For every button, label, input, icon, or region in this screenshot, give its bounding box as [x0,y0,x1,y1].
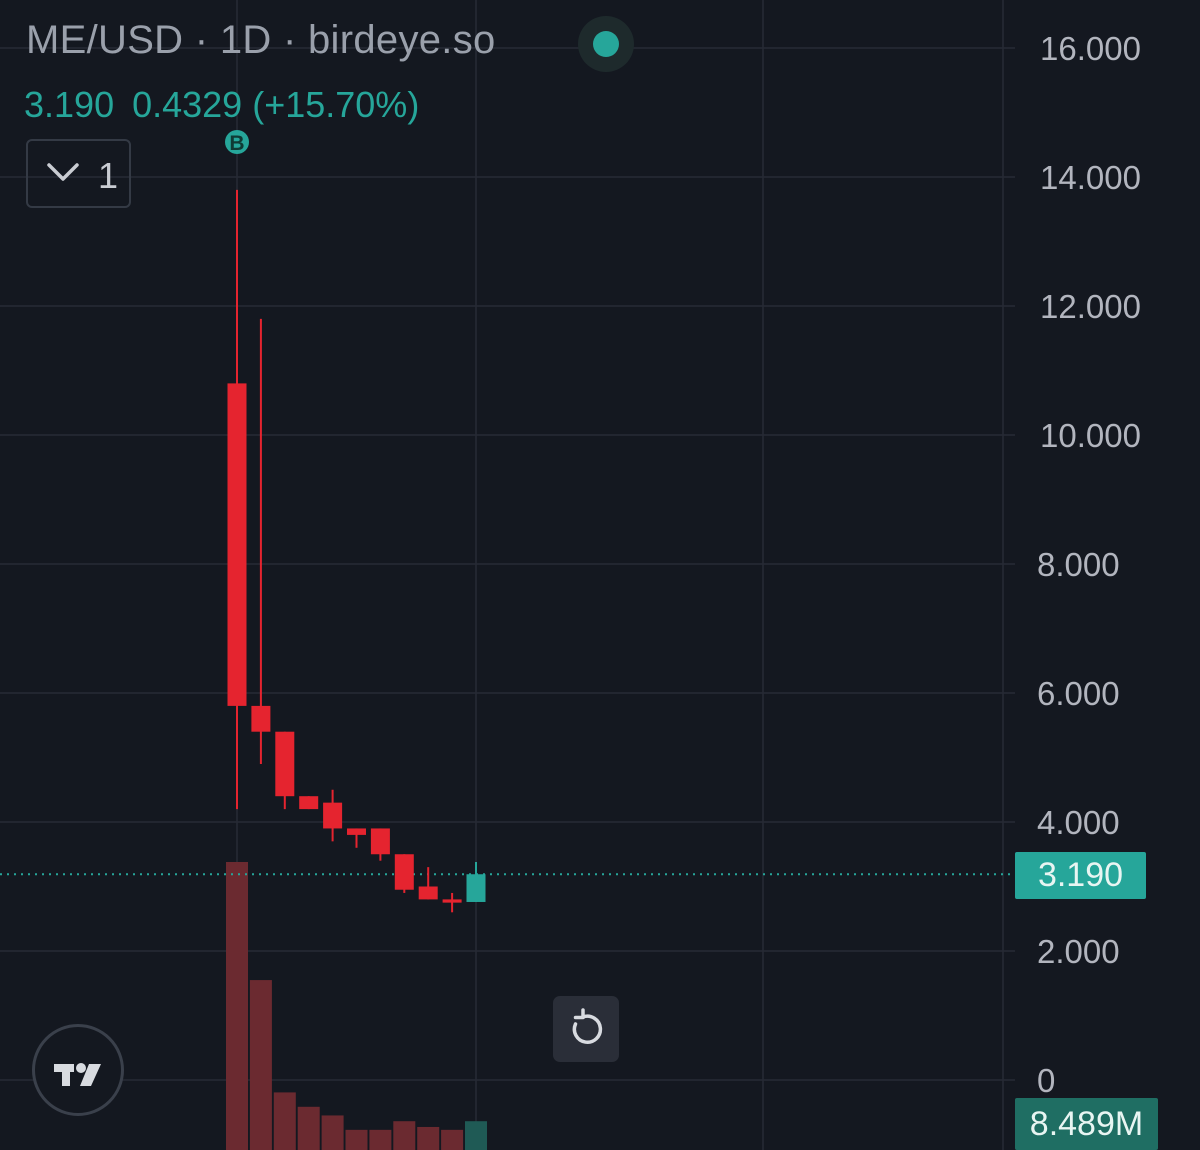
reset-chart-icon [572,1008,603,1044]
ohlc-values: 3.190 0.4329 (+15.70%) [24,84,419,126]
candle-body [275,731,295,797]
y-axis-tick-label: 4.000 [1037,804,1120,841]
volume-bar [417,1126,440,1150]
y-axis-tick-label: 10.000 [1040,417,1141,454]
buy-marker-icon [225,130,249,154]
candle-body [394,854,414,890]
y-axis-tick-label: 0 [1037,1062,1055,1099]
tradingview-logo-icon[interactable] [32,1024,124,1116]
candle-body [251,705,271,732]
candle-body [370,828,390,855]
candle-body [299,796,319,810]
volume-bar [226,862,248,1150]
candle-body [347,828,366,835]
candle-body [442,899,462,903]
status-dot-icon [593,31,619,57]
volume-bar [321,1115,344,1150]
symbol-title[interactable]: ME/USD · 1D · birdeye.so [26,18,496,62]
y-axis-tick-label: 12.000 [1040,288,1141,325]
chevron-down-icon [47,163,79,181]
volume-bar [249,980,272,1150]
y-axis-tick-label: 2.000 [1037,933,1120,970]
y-axis-tick-label: 6.000 [1037,675,1120,712]
y-axis-tick-label: 8.000 [1037,546,1120,583]
volume-bar [441,1129,464,1150]
price-change-value: 0.4329 (+15.70%) [132,84,420,125]
y-axis-tick-label: 14.000 [1040,159,1141,196]
last-price-value: 3.190 [24,84,115,125]
last-volume-label: 8.489M [1015,1098,1158,1150]
volume-bar [345,1129,368,1150]
volume-bar [465,1121,487,1150]
market-status [578,16,634,72]
buy-marker-label: B [229,132,244,155]
candle-body [418,886,438,900]
last-price-label: 3.190 [1015,852,1146,899]
indicator-count: 1 [98,155,119,196]
volume-bar [297,1106,320,1150]
candle-body [227,383,247,706]
volume-bar [369,1129,392,1150]
candle-body [323,802,343,829]
candle-body [466,874,486,902]
tradingview-logo-glyph [54,1063,101,1086]
reset-chart-button[interactable] [553,996,619,1062]
indicators-collapse-button[interactable]: 1 [26,139,131,208]
y-axis-tick-label: 16.000 [1040,30,1141,67]
volume-bar [393,1121,416,1150]
volume-bar [273,1092,296,1150]
